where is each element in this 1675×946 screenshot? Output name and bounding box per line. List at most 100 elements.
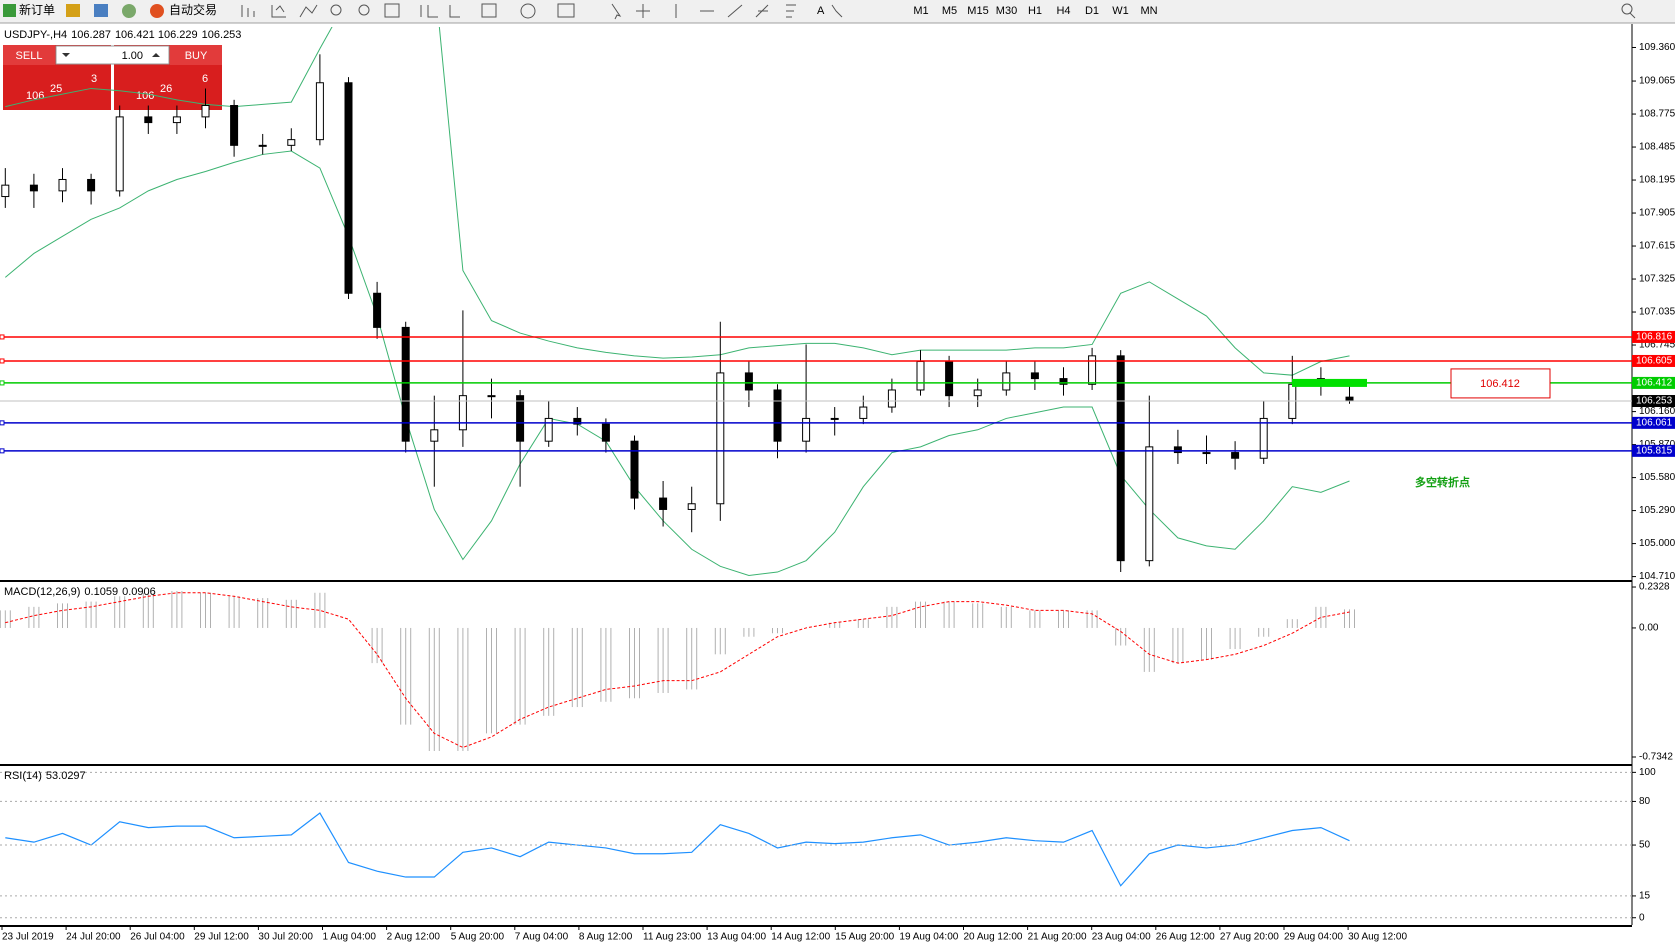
panel-title: USDJPY-,H4 106.287 106.421 106.229 106.253 — [4, 29, 241, 41]
level-anchor — [0, 334, 5, 340]
level-price-label: 106.412 — [1636, 378, 1673, 389]
timeframe-button[interactable]: M1 — [913, 5, 928, 17]
time-label: 29 Jul 12:00 — [194, 932, 249, 943]
level-price-label: 105.815 — [1636, 445, 1673, 456]
price-box — [1632, 395, 1675, 408]
time-label: 29 Aug 04:00 — [1284, 932, 1343, 943]
time-label: 15 Aug 20:00 — [835, 932, 894, 943]
new-order-button[interactable]: 新订单 — [19, 2, 55, 17]
lot-value[interactable]: 1.00 — [122, 50, 143, 62]
candle-body — [401, 326, 410, 442]
level-price-box — [1632, 376, 1675, 389]
time-label: 23 Aug 04:00 — [1092, 932, 1151, 943]
new-order-icon[interactable] — [3, 4, 16, 17]
level-price-label: 106.061 — [1636, 418, 1673, 429]
timeframe-button[interactable]: W1 — [1112, 5, 1129, 17]
icon[interactable] — [66, 4, 80, 17]
buy-button[interactable] — [170, 45, 222, 65]
y-tick-label: -0.7342 — [1639, 752, 1673, 763]
candle-body — [1202, 452, 1211, 455]
timeframe-button[interactable]: M5 — [942, 5, 957, 17]
panel-plot — [1, 27, 1354, 576]
y-tick-label: 105.000 — [1639, 538, 1675, 549]
candle-body — [716, 372, 725, 505]
y-tick-label: 105.870 — [1639, 439, 1675, 450]
timeframe-button[interactable]: M15 — [967, 5, 988, 17]
candle-body — [1231, 452, 1240, 459]
candle-body — [487, 395, 496, 398]
candle-body — [973, 389, 982, 397]
candle-body — [830, 417, 839, 420]
candle-body — [258, 144, 267, 147]
time-label: 8 Aug 12:00 — [579, 932, 633, 943]
candle-body — [916, 361, 925, 391]
candle-body — [1059, 378, 1068, 385]
indicator-title: MACD(12,26,9) — [4, 586, 80, 598]
panel-plot — [0, 591, 1355, 751]
level-price-label: 106.816 — [1636, 332, 1673, 343]
candle-body — [172, 116, 181, 124]
auto-trading-icon[interactable] — [150, 4, 164, 18]
y-tick-label: 105.580 — [1639, 472, 1675, 483]
level-anchor — [0, 358, 5, 364]
indicator-title: RSI(14) — [4, 770, 42, 782]
buy-label[interactable]: BUY — [185, 50, 208, 62]
y-tick-label: 15 — [1639, 891, 1651, 902]
candle-body — [1088, 355, 1097, 385]
callout-label: 106.412 — [1480, 378, 1520, 390]
time-label: 21 Aug 20:00 — [1028, 932, 1087, 943]
level-price-label: 106.605 — [1636, 356, 1673, 367]
auto-trading-button[interactable]: 自动交易 — [169, 2, 217, 17]
timeframe-button[interactable]: H1 — [1028, 5, 1042, 17]
y-tick-label: 109.360 — [1639, 42, 1675, 53]
candle-body — [1259, 417, 1268, 459]
candle-body — [315, 82, 324, 141]
time-label: 13 Aug 04:00 — [707, 932, 766, 943]
sell-label[interactable]: SELL — [16, 50, 43, 62]
candle-body — [859, 406, 868, 419]
candle-body — [945, 361, 954, 397]
candle-body — [802, 417, 811, 442]
candle-body — [115, 116, 124, 192]
y-tick-label: 0.2328 — [1639, 582, 1670, 593]
icon[interactable] — [94, 4, 108, 17]
timeframe-button[interactable]: D1 — [1085, 5, 1099, 17]
candle-body — [659, 497, 668, 510]
y-tick-label: 107.615 — [1639, 241, 1675, 252]
candle-body — [1002, 372, 1011, 391]
candle-body — [1030, 372, 1039, 380]
panel-title: MACD(12,26,9) 0.1059 0.0906 — [4, 586, 156, 598]
time-label: 26 Aug 12:00 — [1156, 932, 1215, 943]
time-label: 20 Aug 12:00 — [964, 932, 1023, 943]
panel-title: RSI(14) 53.0297 — [4, 770, 86, 782]
time-label: 11 Aug 23:00 — [643, 932, 702, 943]
timeframe-button[interactable]: MN — [1140, 5, 1157, 17]
time-label: 30 Aug 12:00 — [1348, 932, 1407, 943]
timeframe-button[interactable]: H4 — [1056, 5, 1070, 17]
sell-big-figure: 106 — [26, 90, 44, 102]
sell-button[interactable] — [3, 45, 55, 65]
level-anchor — [0, 380, 5, 386]
annotation: 多空转折点 — [1415, 475, 1470, 489]
current-price-label: 106.253 — [1636, 396, 1673, 407]
candle-body — [287, 139, 296, 146]
indicator-title: USDJPY-,H4 — [4, 29, 67, 41]
level-price-box — [1632, 444, 1675, 457]
level-price-box — [1632, 354, 1675, 367]
candle-body — [544, 417, 553, 442]
candle-body — [1345, 396, 1354, 402]
time-label: 2 Aug 12:00 — [387, 932, 441, 943]
bollinger-band — [4, 150, 1350, 576]
candle-body — [29, 184, 38, 192]
icon[interactable] — [122, 4, 136, 18]
timeframe-button[interactable]: M30 — [996, 5, 1017, 17]
tool-text-icon[interactable]: A — [817, 5, 825, 17]
candle-body — [87, 178, 96, 192]
candle-body — [516, 395, 525, 442]
candle-body — [1173, 446, 1182, 454]
level-price-box — [1632, 330, 1675, 343]
y-tick-label: 100 — [1639, 767, 1656, 778]
time-label: 1 Aug 04:00 — [323, 932, 377, 943]
lot-input[interactable] — [55, 45, 170, 65]
